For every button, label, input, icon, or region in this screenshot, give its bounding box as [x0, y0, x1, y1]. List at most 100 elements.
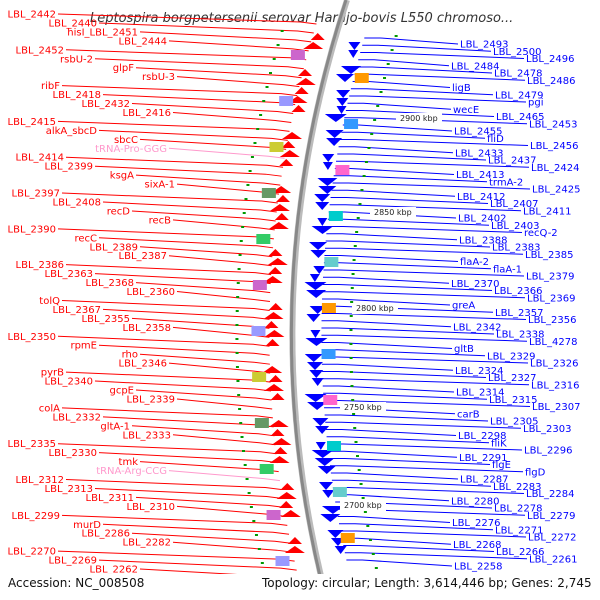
gene-connector: [135, 174, 281, 186]
cog-feature-block: [252, 280, 267, 290]
gene-connector: [135, 282, 271, 294]
gene-connector: [324, 255, 459, 262]
forward-feature: [269, 204, 290, 211]
gene-label-right: LBL_2500: [493, 47, 541, 58]
topology-summary: Topology: circular; Length: 3,614,446 bp…: [261, 576, 592, 590]
gene-label-right: LBL_2486: [527, 76, 575, 87]
gc-tick: [349, 357, 353, 359]
gene-label-left: sbcC: [114, 135, 138, 146]
gene-label-right: LBL_2465: [496, 112, 544, 123]
gc-tick: [256, 128, 260, 130]
gene-connector: [356, 66, 493, 74]
gc-tick: [235, 310, 239, 312]
gene-label-right: fliD: [487, 134, 504, 145]
gc-tick: [374, 567, 378, 569]
gc-tick: [379, 91, 383, 93]
gene-connector: [360, 52, 525, 59]
gene-label-right: LBL_2402: [458, 214, 506, 225]
cog-feature-block: [279, 96, 294, 106]
gene-connector: [168, 470, 280, 482]
gc-tick: [276, 44, 280, 46]
gc-tick: [354, 441, 358, 443]
gc-tick: [246, 184, 250, 186]
gene-label-left: LBL_2358: [123, 323, 171, 334]
gene-label-right: LBL_2479: [495, 90, 543, 101]
cog-feature-block: [321, 303, 336, 313]
gene-connector: [61, 407, 273, 419]
cog-feature-block: [290, 50, 305, 60]
cog-feature-block: [256, 234, 271, 244]
gene-connector: [139, 353, 270, 365]
gene-label-right: LBL_2326: [530, 359, 578, 370]
gene-label-right: LBL_2369: [527, 293, 575, 304]
gene-label-left: LBL_2386: [16, 260, 64, 271]
forward-feature: [287, 537, 302, 544]
forward-feature: [264, 384, 285, 391]
reverse-feature: [315, 442, 326, 450]
forward-feature: [276, 492, 297, 499]
gc-tick: [235, 324, 239, 326]
reverse-feature: [305, 338, 328, 346]
gene-connector: [346, 559, 453, 567]
gc-tick: [361, 497, 365, 499]
forward-feature: [264, 321, 279, 328]
reverse-feature: [311, 378, 324, 386]
gc-tick: [355, 231, 359, 233]
gene-connector: [168, 255, 272, 267]
cog-feature-block: [340, 533, 355, 543]
gene-label-right: flaA-1: [493, 264, 522, 275]
gene-connector: [322, 371, 487, 378]
reverse-feature: [310, 250, 327, 258]
gc-tick: [351, 399, 355, 401]
gene-label-right: LBL_2327: [488, 373, 536, 384]
cog-feature-block: [252, 372, 267, 382]
cog-feature-block: [251, 326, 266, 336]
gene-label-left: LBL_2350: [8, 332, 56, 343]
gc-tick: [235, 366, 239, 368]
gene-connector: [323, 392, 488, 400]
gene-label-left: LBL_2262: [90, 565, 138, 576]
gene-label-right: LBL_2385: [525, 250, 573, 261]
reverse-feature: [307, 402, 328, 410]
reverse-strand-features: [304, 42, 362, 554]
gene-label-left: LBL_2414: [16, 153, 64, 164]
gc-tick: [353, 427, 357, 429]
scale-mark-bg: [370, 207, 416, 218]
gene-label-left: LBL_2368: [86, 278, 134, 289]
forward-feature: [268, 267, 283, 274]
gene-connector: [176, 398, 273, 410]
gc-tick: [351, 273, 355, 275]
forward-feature: [262, 276, 283, 283]
gene-connector: [337, 516, 451, 523]
gene-connector: [339, 139, 529, 146]
gc-tick: [350, 301, 354, 303]
gene-connector: [65, 156, 284, 168]
cog-feature-block: [324, 257, 339, 267]
backbone: [289, 0, 350, 600]
gc-tick: [352, 259, 356, 261]
gene-label-right: gltB: [454, 344, 474, 355]
reverse-feature: [317, 178, 338, 186]
gc-tick: [257, 548, 261, 550]
forward-feature: [268, 222, 289, 229]
gc-tick: [238, 254, 242, 256]
gene-label-left: LBL_2397: [12, 189, 60, 200]
gene-connector: [98, 237, 274, 249]
gene-label-left: LBL_2311: [86, 493, 134, 504]
forward-feature: [271, 186, 292, 193]
gene-connector: [324, 414, 489, 422]
cog-feature-block: [323, 395, 338, 405]
gene-connector: [330, 197, 489, 204]
gene-connector: [340, 530, 527, 538]
gene-label-left: rho: [122, 350, 138, 361]
gene-label-right: LBL_2272: [528, 533, 576, 544]
gc-tick: [280, 30, 284, 32]
reverse-feature: [334, 546, 347, 554]
gene-connector: [333, 175, 488, 183]
gene-label-right: LBL_2455: [454, 127, 502, 138]
forward-feature: [275, 195, 290, 202]
gene-label-right: LBL_2278: [494, 504, 542, 515]
reverse-feature: [306, 314, 321, 322]
gene-connector: [57, 13, 317, 25]
gc-tick: [269, 72, 273, 74]
